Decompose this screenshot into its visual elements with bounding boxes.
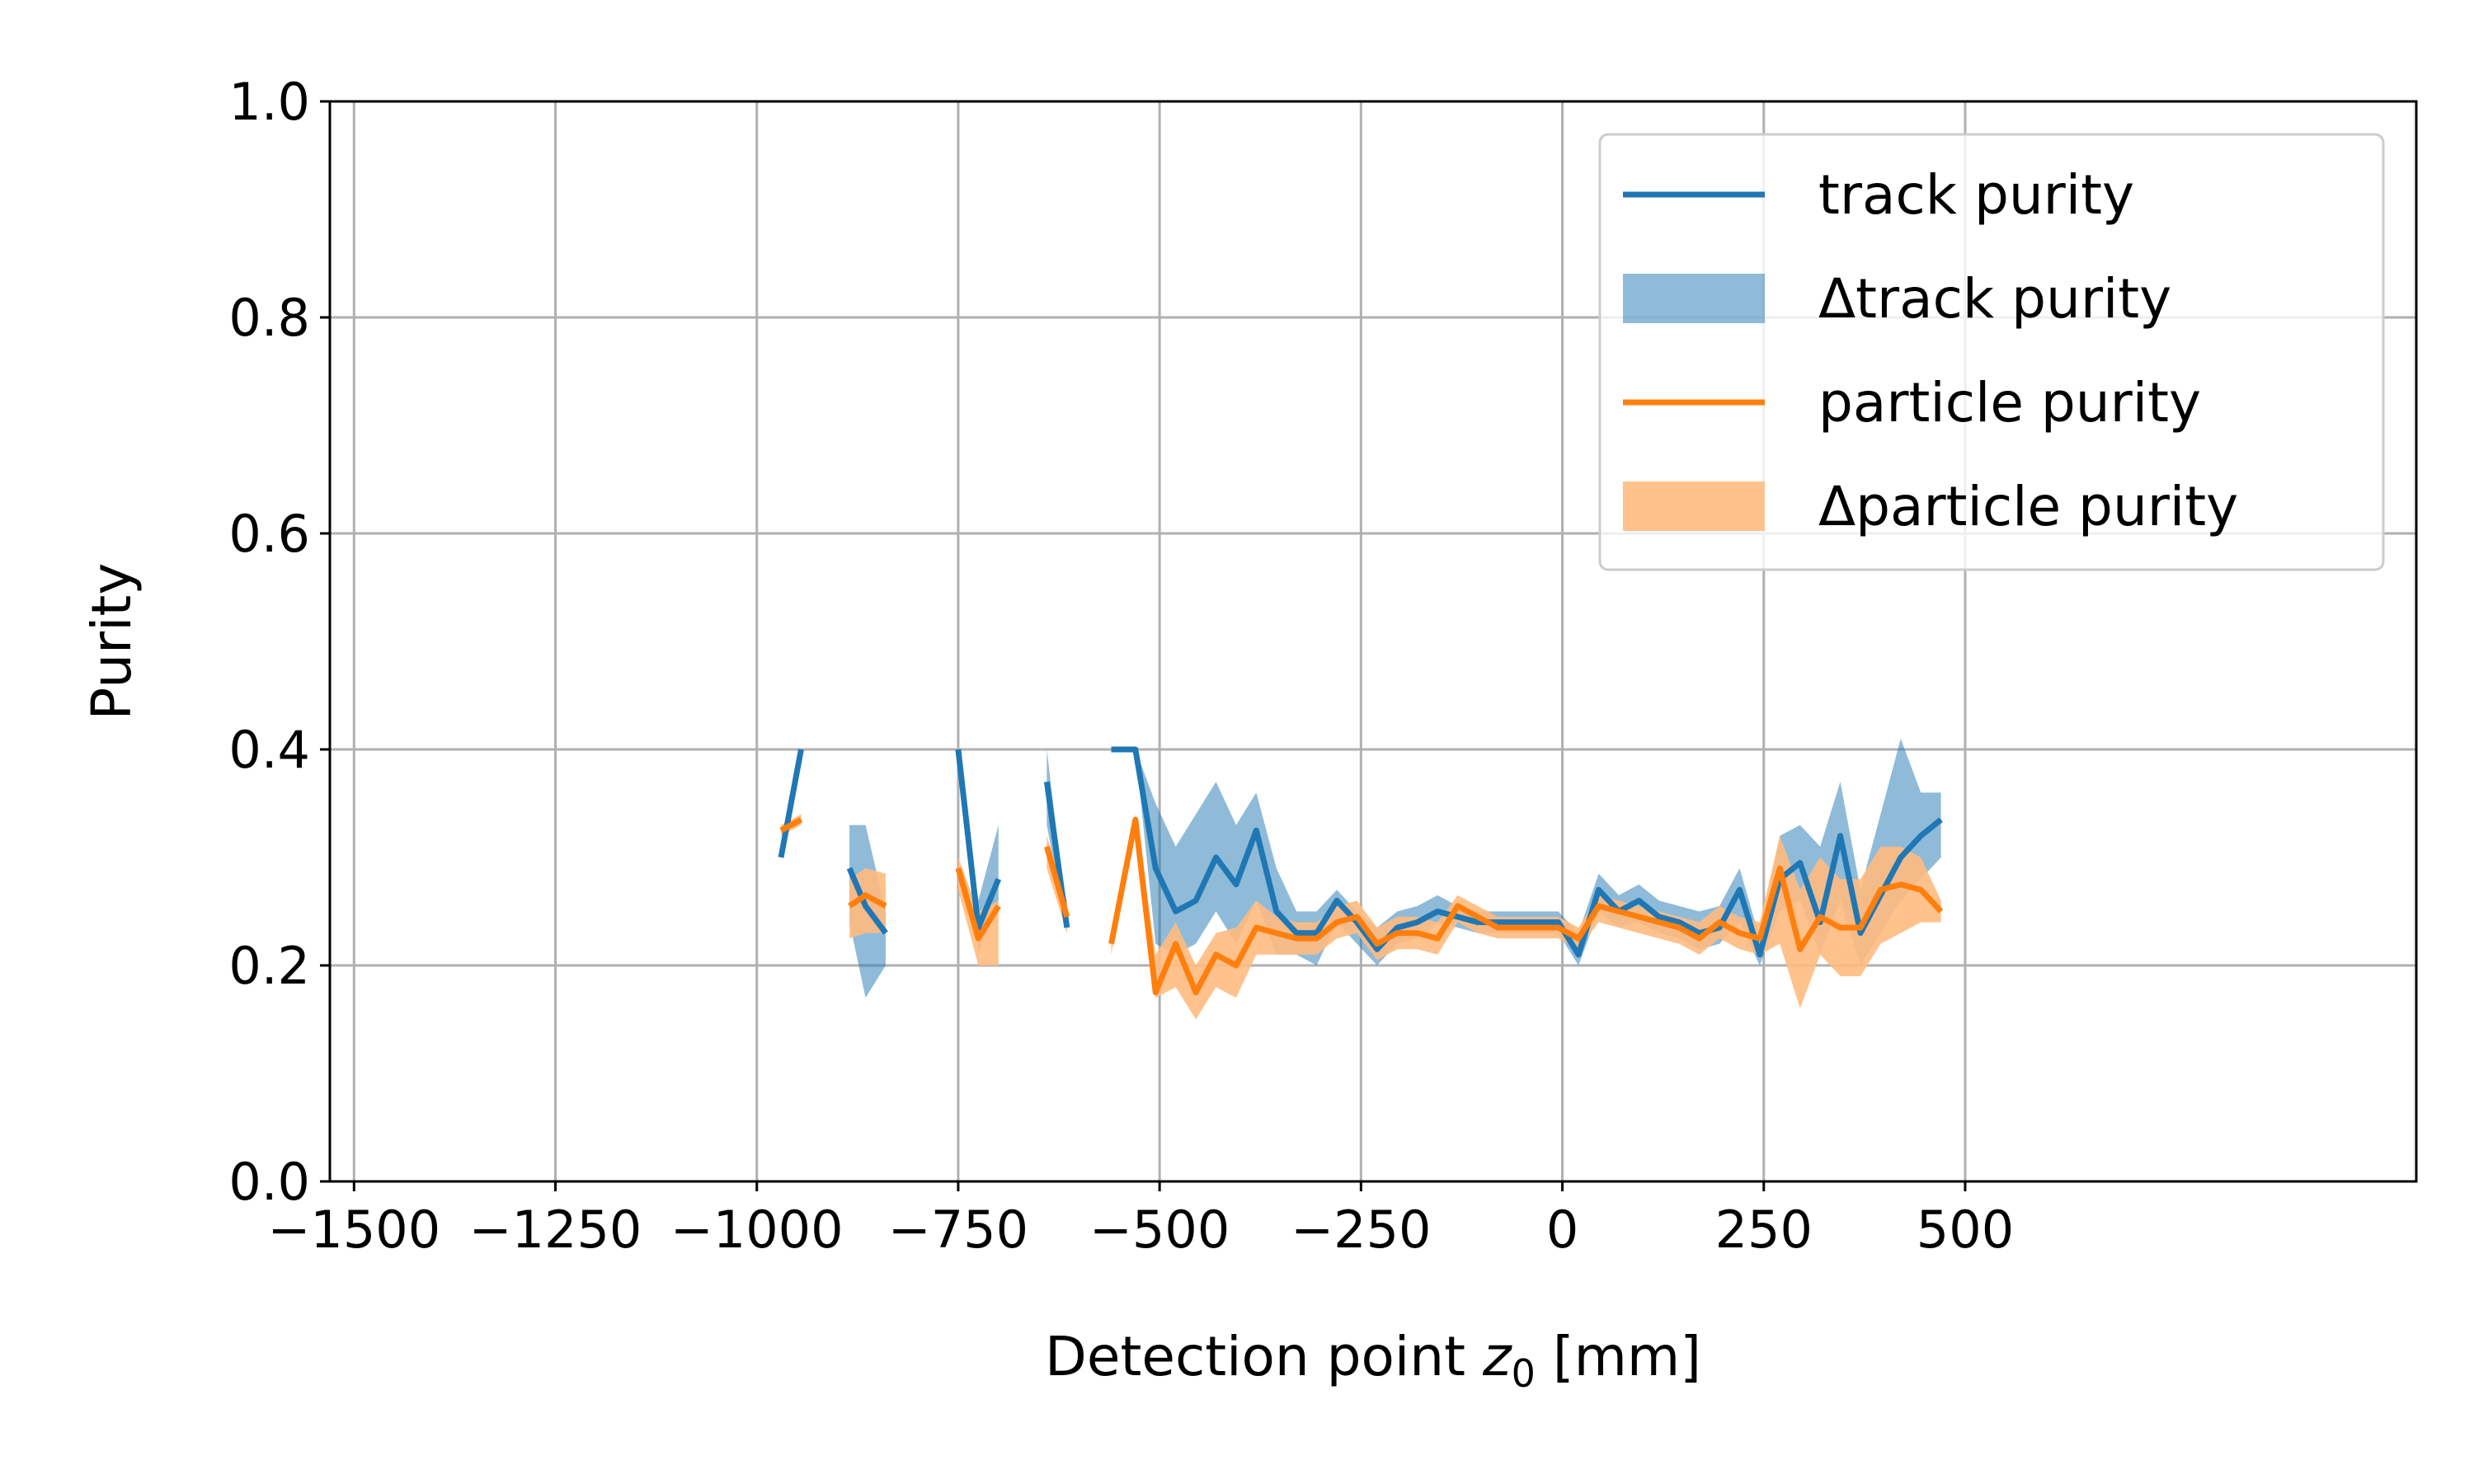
series-line-track	[1111, 746, 1943, 958]
y-tick-label: 0.2	[228, 936, 310, 996]
y-tick-label: 0.6	[228, 504, 310, 564]
series-line-particle	[848, 892, 887, 909]
x-axis-title-suffix: [mm]	[1536, 1325, 1701, 1388]
x-tick-label: 500	[1917, 1200, 2014, 1260]
legend-delta-particle-purity-swatch	[1623, 481, 1765, 531]
legend: track purity Δtrack purity particle purity…	[1598, 133, 2385, 571]
series-line-particle	[1108, 816, 1944, 996]
series-lines	[778, 746, 1944, 996]
x-axis-title-variable: z	[1482, 1325, 1512, 1388]
x-axis-title-subscript: 0	[1512, 1351, 1536, 1396]
x-tick-label: −250	[1291, 1200, 1431, 1260]
x-tick-label: −1000	[670, 1200, 844, 1260]
series-line-track	[955, 749, 1002, 931]
legend-track-purity-label: track purity	[1818, 163, 2134, 227]
x-axis-title: Detection point z0 [mm]	[1045, 1325, 1701, 1396]
band-area-particle	[1111, 814, 1941, 1020]
x-tick-label: 0	[1546, 1200, 1578, 1260]
legend-particle-purity-label: particle purity	[1818, 371, 2201, 434]
x-tick-label: −750	[888, 1200, 1028, 1260]
y-tick-label: 0.8	[228, 288, 310, 348]
legend-frame	[1598, 133, 2385, 571]
x-tick-label: −1250	[469, 1200, 642, 1260]
plot-frame	[328, 100, 2418, 1183]
legend-delta-track-purity-label: Δtrack purity	[1818, 267, 2171, 331]
series-line-particle	[779, 817, 803, 834]
x-tick-label: −1500	[267, 1200, 440, 1260]
y-axis-title: Purity	[80, 563, 143, 721]
x-tick-label: 250	[1715, 1200, 1813, 1260]
series-line-track	[778, 749, 804, 858]
series-line-particle	[1044, 845, 1070, 918]
x-tick-label: −500	[1089, 1200, 1230, 1260]
legend-delta-particle-purity-label: Δparticle purity	[1818, 475, 2238, 538]
y-tick-label: 0.0	[228, 1152, 310, 1212]
band-area-track	[1111, 738, 1941, 965]
axis-ticks: −1500 −1250 −1000 −750 −500 −250 0 250 500 0.0 0.2…	[228, 72, 2014, 1260]
y-tick-label: 0.4	[228, 720, 310, 780]
y-tick-label: 1.0	[228, 72, 310, 132]
x-axis-title-prefix: Detection point	[1045, 1325, 1483, 1388]
legend-delta-track-purity-swatch	[1623, 274, 1765, 323]
series-line-particle	[955, 867, 1001, 942]
series-line-track	[846, 866, 888, 935]
